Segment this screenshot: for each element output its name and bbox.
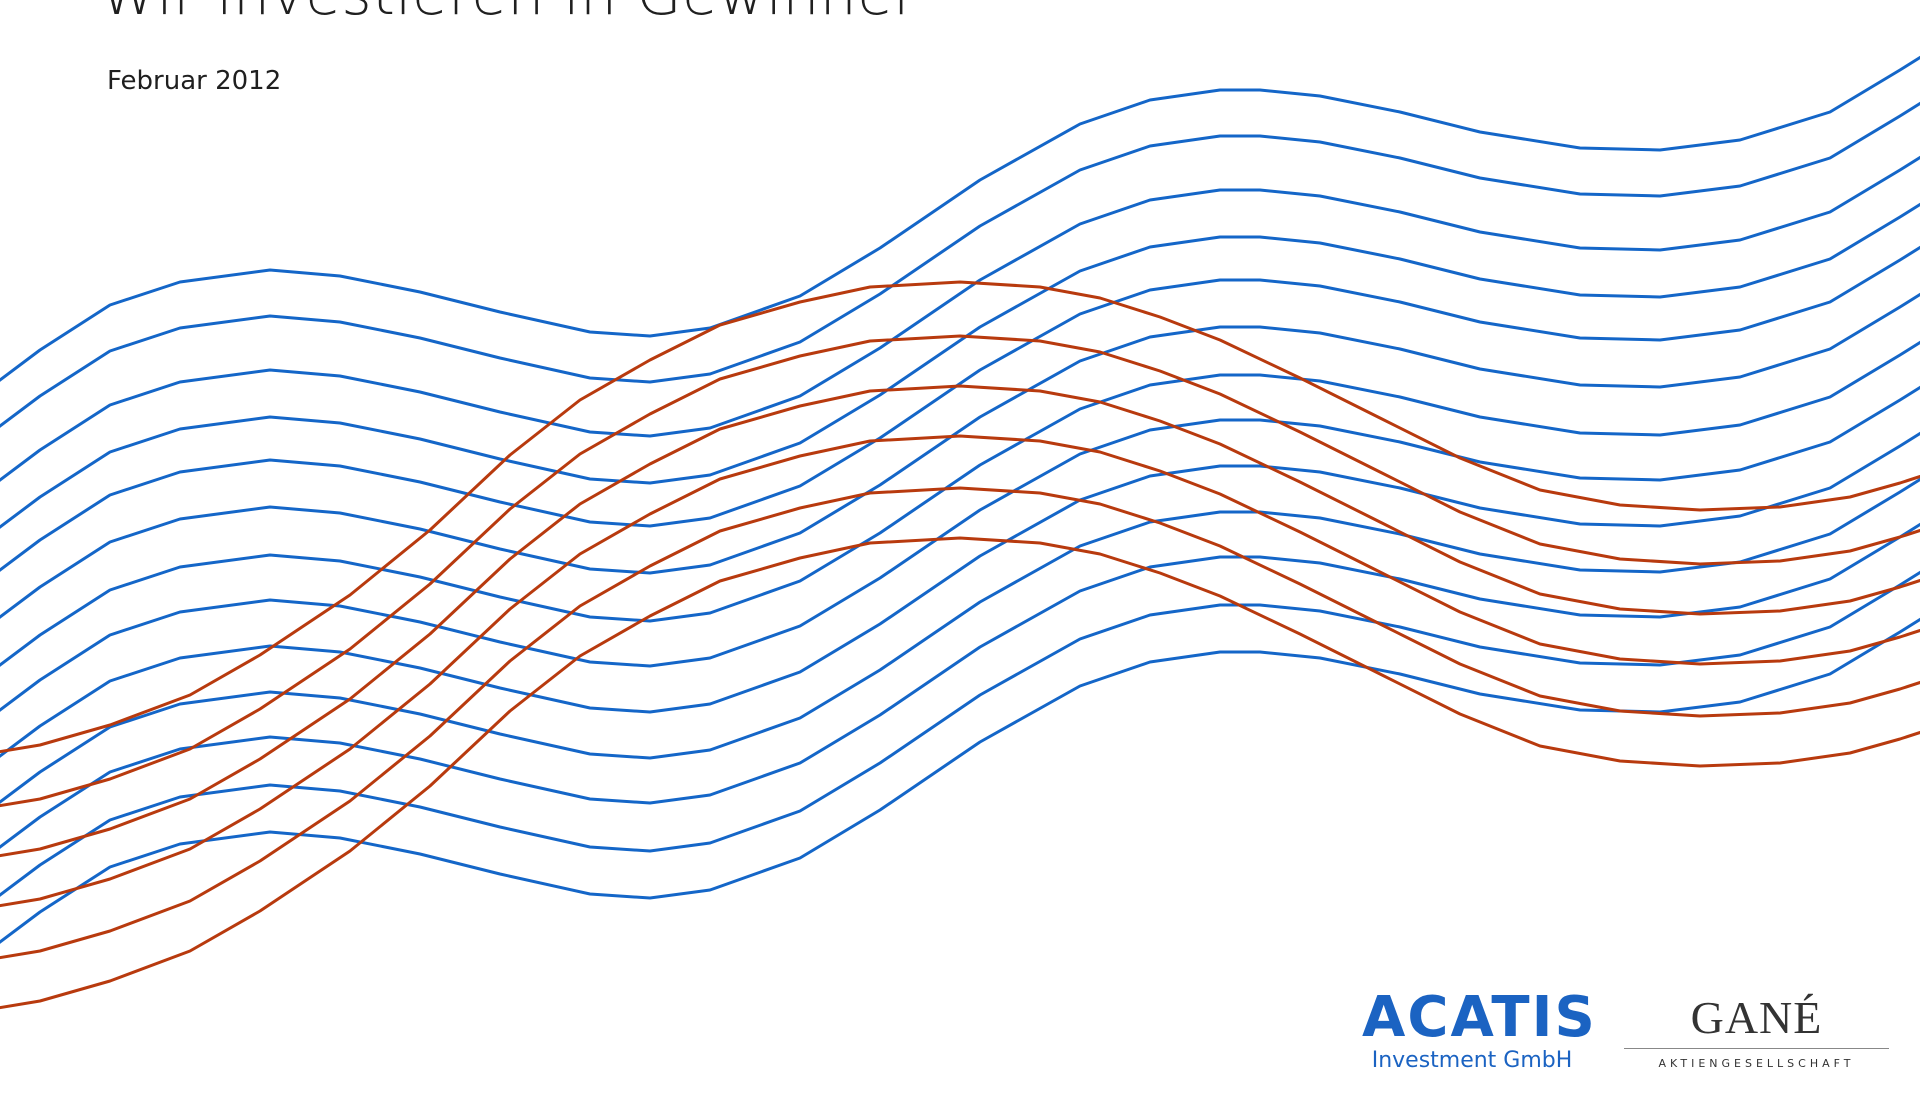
blue-wave-line [0,340,1920,667]
gane-logo-divider [1624,1048,1889,1049]
blue-wave-line [0,155,1920,482]
blue-wave-line [0,292,1920,619]
blue-wave-line [0,385,1920,712]
slide-title: Wir investieren in Gewinner [100,0,918,28]
blue-wave-line [0,570,1920,897]
acatis-logo: ACATIS Investment GmbH [1362,985,1597,1074]
orange-wave-line [0,384,1920,858]
orange-wave-lines [0,280,1920,1010]
acatis-logo-subtitle: Investment GmbH [1371,1048,1573,1073]
blue-wave-line [0,522,1920,849]
slide-date: Februar 2012 [107,66,282,96]
blue-wave-line [0,101,1920,428]
orange-wave-line [0,536,1920,1010]
orange-wave-line [0,486,1920,960]
gane-logo-subtitle: AKTIENGESELLSCHAFT [1658,1057,1855,1070]
blue-wave-lines [0,55,1920,944]
blue-wave-line [0,202,1920,529]
orange-wave-line [0,334,1920,808]
blue-wave-line [0,431,1920,758]
orange-wave-line [0,434,1920,908]
gane-logo-name: GANÉ [1690,992,1823,1043]
blue-wave-line [0,245,1920,572]
orange-wave-line [0,280,1920,754]
gane-logo: GANÉ AKTIENGESELLSCHAFT [1624,994,1889,1070]
blue-wave-line [0,477,1920,804]
acatis-logo-name: ACATIS [1362,985,1597,1050]
blue-wave-line [0,55,1920,382]
